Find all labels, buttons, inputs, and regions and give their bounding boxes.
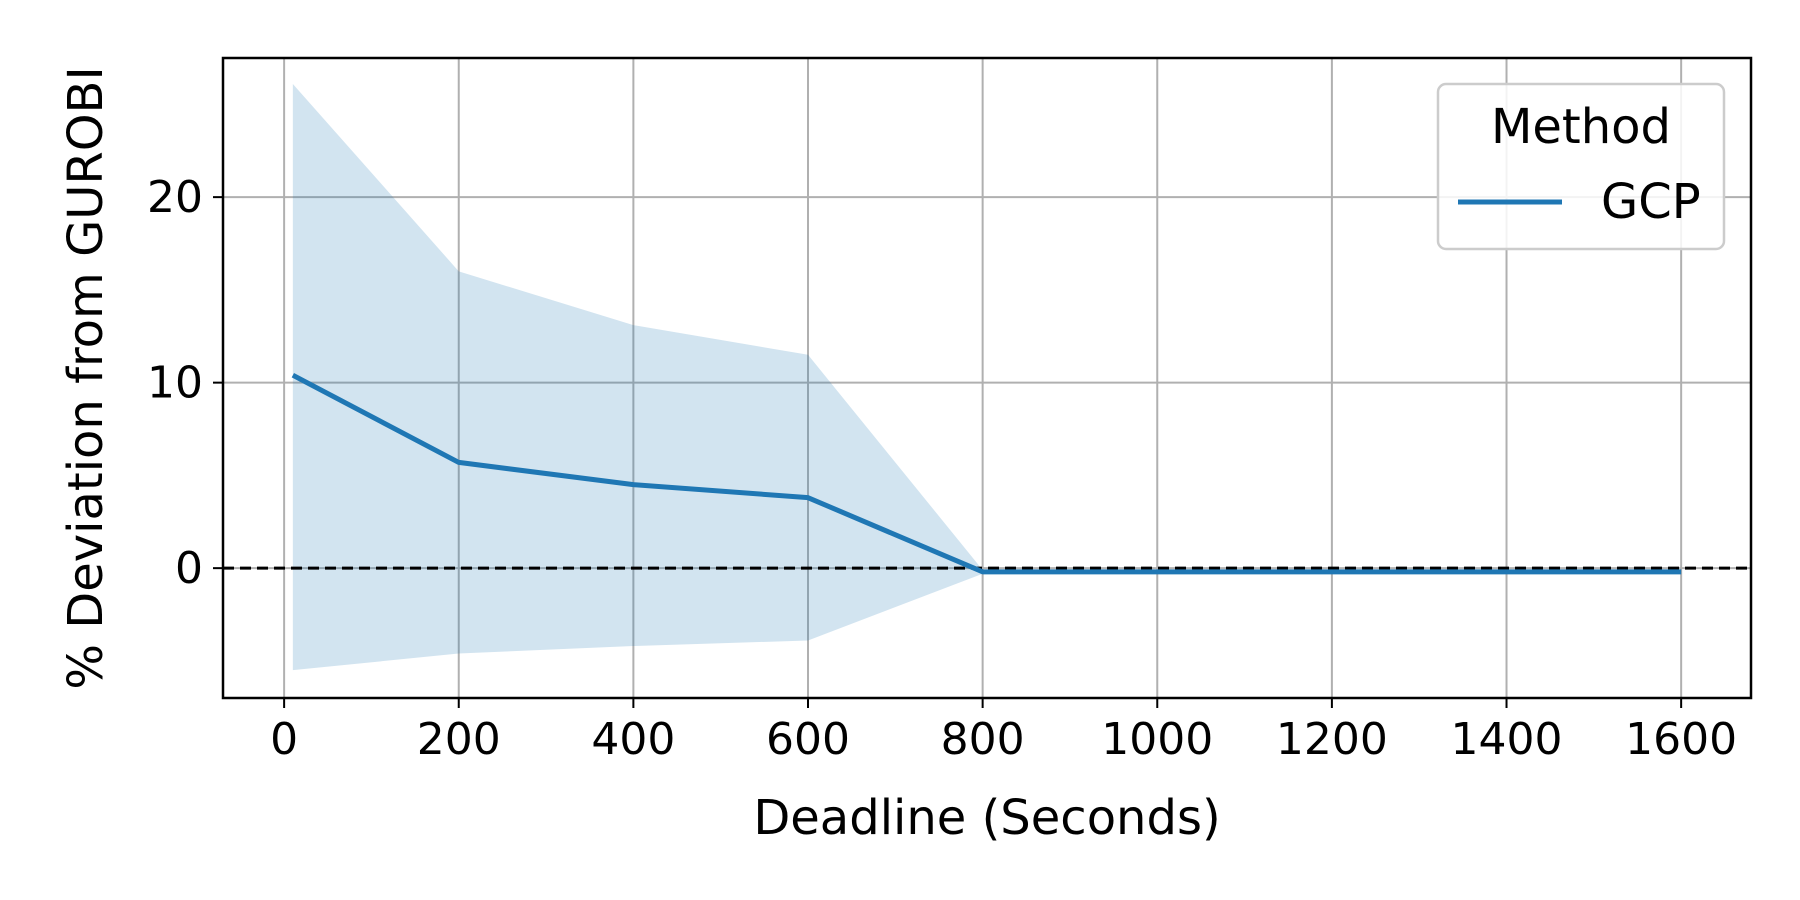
- x-tick-label-600: 600: [766, 714, 850, 765]
- x-tick-label-1200: 1200: [1276, 714, 1388, 765]
- series-lines: [291, 373, 1682, 575]
- x-tick-label-0: 0: [270, 714, 298, 765]
- confidence-bands: [292, 83, 1682, 671]
- y-tick-label-20: 20: [147, 172, 203, 223]
- legend: Method GCP: [1436, 82, 1726, 251]
- line-series-0: [291, 373, 1682, 575]
- x-tick-label-1400: 1400: [1451, 714, 1563, 765]
- x-tick-label-400: 400: [591, 714, 675, 765]
- legend-box: [1436, 82, 1726, 251]
- axis-ticks: [213, 196, 1683, 708]
- band-series-0: [292, 83, 1682, 671]
- x-tick-label-1000: 1000: [1101, 714, 1213, 765]
- plot-frame: [221, 56, 1753, 700]
- x-tick-label-800: 800: [941, 714, 1025, 765]
- x-tick-labels: 0 200 400 600 800 1000 1200 1400 1600: [270, 714, 1737, 765]
- x-axis-label: Deadline (Seconds): [753, 790, 1220, 846]
- legend-title: Method: [1491, 99, 1671, 155]
- y-tick-label-10: 10: [147, 358, 203, 409]
- y-axis-label: % Deviation from GUROBI: [58, 66, 114, 689]
- y-tick-label-0: 0: [175, 543, 203, 594]
- x-tick-label-1600: 1600: [1625, 714, 1737, 765]
- legend-label-gcp: GCP: [1601, 174, 1701, 230]
- y-tick-labels: 0 10 20: [147, 172, 203, 594]
- x-tick-label-200: 200: [417, 714, 501, 765]
